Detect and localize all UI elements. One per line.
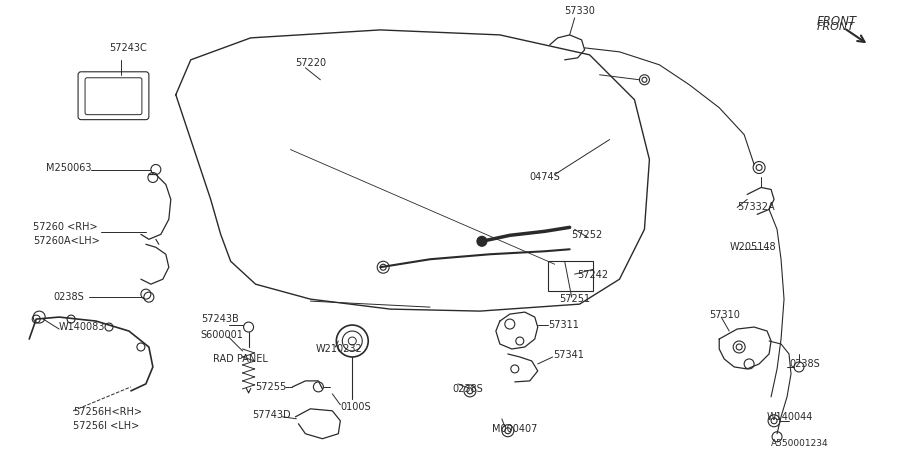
Text: 57260A<LH>: 57260A<LH> [33,236,100,246]
Text: 57243B: 57243B [201,314,239,324]
Text: 57220: 57220 [295,58,327,68]
Text: 57743D: 57743D [253,410,292,420]
Text: 57330: 57330 [564,6,596,16]
Text: 0238S: 0238S [53,292,84,302]
Text: 57341: 57341 [553,350,583,360]
Text: A550001234: A550001234 [771,439,829,448]
Text: RAD PANEL: RAD PANEL [212,354,267,364]
Text: W140083: W140083 [59,322,105,332]
Text: 57310: 57310 [709,310,740,320]
Text: 57332A: 57332A [737,202,775,212]
Text: 57255: 57255 [256,382,287,392]
Text: W205148: W205148 [729,242,776,252]
Text: M250063: M250063 [46,162,92,172]
Text: 0100S: 0100S [340,402,371,412]
Text: 57260 <RH>: 57260 <RH> [33,222,98,232]
Text: M000407: M000407 [492,424,537,434]
Text: 57251: 57251 [560,294,590,304]
Text: FRONT: FRONT [817,15,857,28]
Text: 57256H<RH>: 57256H<RH> [73,407,142,417]
Text: 0474S: 0474S [530,172,561,183]
Text: S600001: S600001 [201,330,244,340]
Text: 57242: 57242 [578,270,608,280]
Text: 57311: 57311 [548,320,579,330]
Text: 57252: 57252 [572,230,603,240]
Text: FRONT: FRONT [817,22,855,32]
Text: 0238S: 0238S [452,384,482,394]
Bar [548,261,592,291]
Text: W210232: W210232 [315,344,362,354]
Text: 57243C: 57243C [109,43,147,53]
Text: 0238S: 0238S [789,359,820,369]
Circle shape [477,236,487,246]
Text: W140044: W140044 [767,412,814,422]
Text: 57256I <LH>: 57256I <LH> [73,421,140,431]
